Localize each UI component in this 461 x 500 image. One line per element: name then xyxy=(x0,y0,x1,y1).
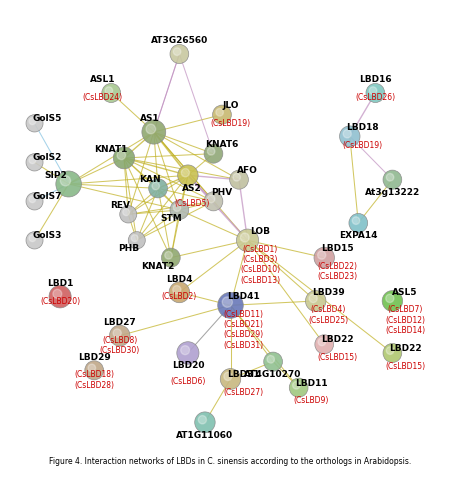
Text: (CsLBD22)
(CsLBD23): (CsLBD22) (CsLBD23) xyxy=(317,262,357,281)
Circle shape xyxy=(102,84,121,102)
Circle shape xyxy=(383,344,402,362)
Circle shape xyxy=(169,282,189,302)
Text: (CsLBD15): (CsLBD15) xyxy=(317,353,357,362)
Circle shape xyxy=(85,361,104,380)
Circle shape xyxy=(152,182,160,190)
Circle shape xyxy=(198,416,207,424)
Circle shape xyxy=(113,329,121,337)
Circle shape xyxy=(29,118,36,124)
Text: LBD22: LBD22 xyxy=(389,344,421,353)
Circle shape xyxy=(29,156,36,164)
Circle shape xyxy=(220,368,241,390)
Circle shape xyxy=(131,234,138,242)
Text: (CsLBD4)
(CsLBD25): (CsLBD4) (CsLBD25) xyxy=(308,306,349,324)
Text: (CsLBD27): (CsLBD27) xyxy=(223,388,263,396)
Circle shape xyxy=(216,108,224,116)
Circle shape xyxy=(56,171,82,197)
Text: AT3G26560: AT3G26560 xyxy=(151,36,208,46)
Circle shape xyxy=(173,286,181,294)
Text: KNAT2: KNAT2 xyxy=(142,262,175,271)
Text: GolS3: GolS3 xyxy=(33,232,62,240)
Circle shape xyxy=(26,154,43,171)
Circle shape xyxy=(120,206,137,223)
Circle shape xyxy=(49,286,71,308)
Text: ASL5: ASL5 xyxy=(392,288,418,297)
Circle shape xyxy=(349,214,368,233)
Text: AT4G10270: AT4G10270 xyxy=(244,370,302,379)
Circle shape xyxy=(369,87,377,94)
Circle shape xyxy=(181,168,189,177)
Circle shape xyxy=(165,252,172,259)
Text: (CsLBD11)
(CsLBD21)
(CsLBD29)
(CsLBD31): (CsLBD11) (CsLBD21) (CsLBD29) (CsLBD31) xyxy=(223,310,263,350)
Circle shape xyxy=(230,170,248,189)
Circle shape xyxy=(128,232,145,249)
Circle shape xyxy=(29,234,36,242)
Text: LBD15: LBD15 xyxy=(321,244,353,254)
Text: GolS2: GolS2 xyxy=(33,154,62,162)
Circle shape xyxy=(105,87,112,94)
Circle shape xyxy=(366,84,385,102)
Circle shape xyxy=(170,200,189,220)
Circle shape xyxy=(204,144,223,163)
Text: LBD18: LBD18 xyxy=(346,123,379,132)
Circle shape xyxy=(117,151,125,160)
Text: Figure 4. Interaction networks of LBDs in C. sinensis according to the orthologs: Figure 4. Interaction networks of LBDs i… xyxy=(49,457,412,466)
Text: (CsLBD1)
(CsLBD3)
(CsLBD10)
(CsLBD13): (CsLBD1) (CsLBD3) (CsLBD10) (CsLBD13) xyxy=(240,244,280,285)
Text: KAN: KAN xyxy=(139,175,160,184)
Circle shape xyxy=(236,229,259,252)
Circle shape xyxy=(382,290,402,312)
Text: LBD1: LBD1 xyxy=(47,279,73,288)
Text: LBD39: LBD39 xyxy=(312,288,345,297)
Circle shape xyxy=(318,251,326,259)
Text: (CsLBD7)
(CsLBD12)
(CsLBD14): (CsLBD7) (CsLBD12) (CsLBD14) xyxy=(385,306,425,335)
Circle shape xyxy=(224,372,232,380)
Text: REV: REV xyxy=(110,201,130,210)
Circle shape xyxy=(123,208,130,216)
Text: JLO: JLO xyxy=(222,102,239,110)
Text: GolS7: GolS7 xyxy=(33,192,62,202)
Text: (CsLBD19): (CsLBD19) xyxy=(210,119,251,128)
Circle shape xyxy=(170,44,189,64)
Text: (CsLBD20): (CsLBD20) xyxy=(40,296,80,306)
Circle shape xyxy=(386,294,394,302)
Circle shape xyxy=(181,346,189,354)
Circle shape xyxy=(213,105,231,124)
Text: LBD29: LBD29 xyxy=(78,353,111,362)
Circle shape xyxy=(386,174,394,181)
Text: STM: STM xyxy=(160,214,182,223)
Text: SIP2: SIP2 xyxy=(44,171,67,180)
Text: LOB: LOB xyxy=(250,227,270,236)
Text: AFO: AFO xyxy=(237,166,258,175)
Text: (CsLBD15): (CsLBD15) xyxy=(385,362,425,370)
Circle shape xyxy=(26,114,43,132)
Text: AT1G11060: AT1G11060 xyxy=(177,431,234,440)
Circle shape xyxy=(290,378,308,397)
Circle shape xyxy=(343,130,351,138)
Text: LBD4: LBD4 xyxy=(166,275,193,284)
Circle shape xyxy=(386,347,394,354)
Circle shape xyxy=(315,335,334,354)
Text: At3g13222: At3g13222 xyxy=(365,188,420,197)
Circle shape xyxy=(26,232,43,249)
Text: KNAT6: KNAT6 xyxy=(205,140,239,149)
Circle shape xyxy=(146,124,156,134)
Circle shape xyxy=(218,292,243,318)
Circle shape xyxy=(177,165,198,186)
Circle shape xyxy=(173,48,181,56)
Circle shape xyxy=(306,290,326,312)
Circle shape xyxy=(173,204,181,212)
Text: (CsLBD6): (CsLBD6) xyxy=(170,377,206,386)
Text: KNAT1: KNAT1 xyxy=(95,145,128,154)
Circle shape xyxy=(88,364,95,372)
Circle shape xyxy=(352,217,360,224)
Circle shape xyxy=(240,233,249,242)
Circle shape xyxy=(53,290,62,298)
Text: PHB: PHB xyxy=(118,244,139,254)
Circle shape xyxy=(207,148,215,155)
Circle shape xyxy=(142,120,166,144)
Circle shape xyxy=(314,247,334,268)
Text: LBD22: LBD22 xyxy=(321,336,353,344)
Text: (CsLBD19): (CsLBD19) xyxy=(343,140,383,149)
Text: AS2: AS2 xyxy=(182,184,202,193)
Circle shape xyxy=(340,126,360,146)
